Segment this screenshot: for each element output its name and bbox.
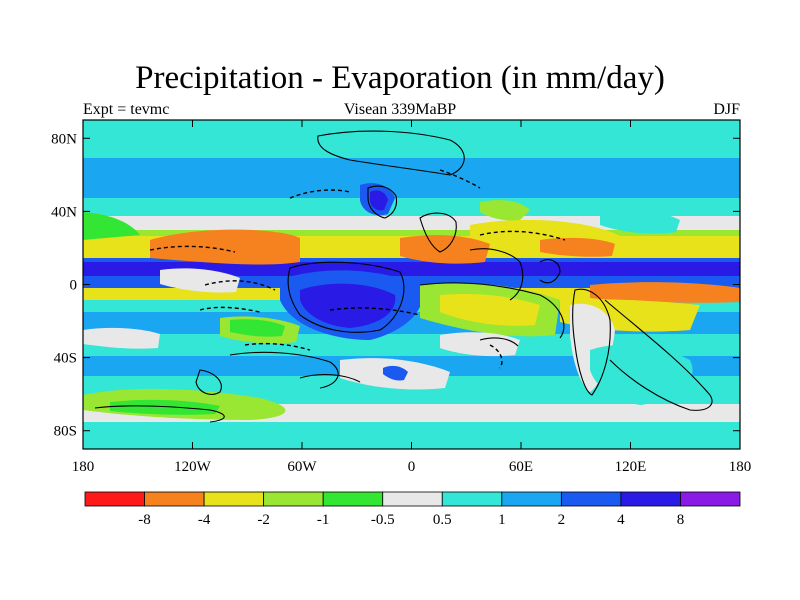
colorbar-swatch <box>144 491 205 507</box>
colorbar-label: 1 <box>498 512 506 528</box>
y-tick-label: 40S <box>54 351 77 367</box>
y-tick-label: 40N <box>51 204 77 220</box>
y-tick-label: 80N <box>51 131 77 147</box>
colorbar-swatch <box>263 491 324 507</box>
colorbar-label: 2 <box>558 512 566 528</box>
y-tick-label: 0 <box>70 278 78 294</box>
colorbar-swatch <box>560 491 622 507</box>
x-tick-label: 0 <box>408 459 416 475</box>
period-label: Visean 339MaBP <box>343 101 457 118</box>
colorbar-label: -0.5 <box>371 512 395 528</box>
colorbar-label: 8 <box>677 512 685 528</box>
season-label: DJF <box>713 101 740 118</box>
precipitation-field <box>83 120 740 449</box>
x-tick-label: 180 <box>729 459 752 475</box>
colorbar-swatch <box>203 491 265 507</box>
colorbar-label: -8 <box>138 512 151 528</box>
colorbar-label: -4 <box>198 512 211 528</box>
colorbar-swatch <box>441 491 503 507</box>
colorbar-swatch <box>620 491 681 507</box>
colorbar-label: -2 <box>257 512 270 528</box>
x-tick-label: 180 <box>72 459 95 475</box>
page-title: Precipitation - Evaporation (in mm/day) <box>135 60 665 96</box>
x-tick-label: 60W <box>287 459 317 475</box>
y-tick-label: 80S <box>54 424 77 440</box>
colorbar-label: 4 <box>617 512 625 528</box>
x-axis: 180 120W 60W 0 60E 120E 180 <box>72 120 752 475</box>
experiment-label: Expt = tevmc <box>83 101 170 118</box>
colorbar-swatch <box>680 491 741 507</box>
colorbar-swatch <box>322 491 384 507</box>
colorbar: -8 -4 -2 -1 -0.5 0.5 1 2 4 8 <box>84 491 741 528</box>
colorbar-label: 0.5 <box>433 512 452 528</box>
colorbar-swatch <box>501 491 562 507</box>
colorbar-label: -1 <box>317 512 330 528</box>
x-tick-label: 120E <box>615 459 647 475</box>
x-tick-label: 60E <box>509 459 533 475</box>
colorbar-swatch <box>84 491 145 507</box>
colorbar-swatch <box>382 491 443 507</box>
y-axis: 80N 40N 0 40S 80S <box>51 131 740 440</box>
x-tick-label: 120W <box>174 459 212 475</box>
